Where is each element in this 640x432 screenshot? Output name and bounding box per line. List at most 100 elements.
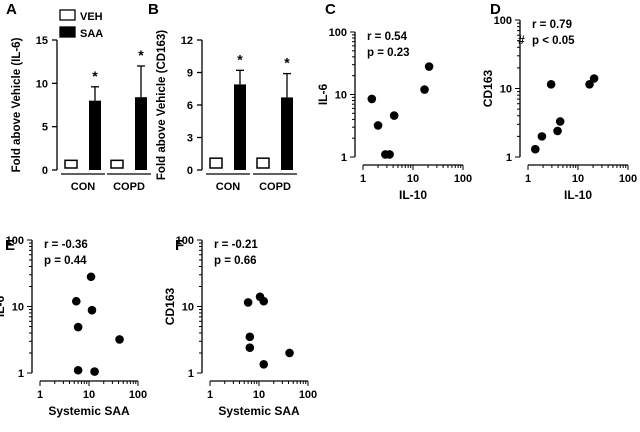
- panel-label-D: D: [490, 1, 501, 18]
- x-axis-label: IL-10: [399, 188, 427, 202]
- y-tick-label: 100: [494, 15, 512, 27]
- y-tick-label: 100: [176, 235, 194, 247]
- y-tick-label: 1: [188, 368, 194, 380]
- y-tick-label: 1: [506, 152, 512, 164]
- data-point: [420, 85, 429, 94]
- data-point: [589, 74, 599, 83]
- y-axis-label: IL-6: [316, 84, 330, 106]
- y-tick-label: 10: [335, 90, 347, 102]
- x-tick-label: 100: [129, 389, 147, 401]
- x-axis-label: IL-10: [564, 188, 592, 202]
- stat-p: p = 0.23: [367, 47, 410, 59]
- y-tick-label: 9: [187, 68, 193, 80]
- x-tick-label: CON: [216, 181, 241, 193]
- panel-E: E 1 10 100 1 10 100 Systemic SAA IL-6 r = -0.36 p …: [0, 235, 147, 418]
- x-tick-label: 1: [207, 389, 213, 401]
- data-point: [546, 80, 556, 89]
- bar-veh: [209, 157, 223, 169]
- x-axis-label: Systemic SAA: [48, 404, 130, 418]
- x-tick-label: COPD: [259, 181, 291, 193]
- data-point: [553, 126, 562, 136]
- y-tick-label: 5: [42, 122, 48, 134]
- panel-D: D 1 10 100 1 10 100 IL-10 CD163 r = 0.79 p < 0.05 #: [481, 1, 637, 202]
- y-tick-label: 10: [182, 302, 194, 314]
- data-point: [73, 322, 83, 332]
- panel-F: F 1 10 100 1 10 100 Systemic SAA CD163 r = -0.21 p…: [163, 235, 317, 418]
- panel-label-F: F: [175, 237, 184, 254]
- x-tick-label: 1: [360, 173, 366, 185]
- stat-r: r = -0.21: [214, 239, 258, 251]
- y-tick-label: 100: [6, 235, 24, 247]
- panel-label-E: E: [5, 237, 15, 254]
- data-point: [73, 365, 83, 375]
- data-point: [424, 62, 434, 71]
- x-tick-label: COPD: [113, 181, 145, 193]
- data-point: [385, 150, 394, 159]
- y-tick-label: 10: [12, 302, 24, 314]
- data-point: [71, 296, 81, 306]
- data-point: [285, 348, 294, 358]
- panel-B: B 0 3 6 9 12 CON * COPD * Fold above Vehicle (CD16…: [148, 1, 297, 193]
- data-point: [245, 343, 255, 353]
- y-tick-label: 1: [341, 152, 347, 164]
- x-tick-label: 10: [83, 389, 95, 401]
- x-tick-label: CON: [71, 181, 96, 193]
- bar-veh: [256, 157, 270, 169]
- x-tick-label: 100: [619, 173, 637, 185]
- stat-r: r = -0.36: [44, 239, 88, 251]
- panel-label-A: A: [6, 1, 17, 18]
- legend-label: SAA: [80, 28, 103, 40]
- data-point: [537, 132, 547, 141]
- panel-C: C 1 10 100 1 10 100 IL-10 IL-6 r = 0.54 p = 0.23: [316, 1, 472, 202]
- bar-saa: [89, 100, 101, 170]
- x-axis-label: Systemic SAA: [218, 404, 300, 418]
- x-tick-label: 10: [407, 173, 419, 185]
- y-tick-label: 10: [500, 84, 512, 96]
- panel-label-C: C: [325, 1, 336, 18]
- x-tick-label: 100: [299, 389, 317, 401]
- legend-swatch-veh: [59, 9, 76, 21]
- bar-saa: [281, 97, 293, 170]
- y-tick-label: 0: [187, 165, 193, 177]
- stat-p: p = 0.44: [44, 255, 87, 267]
- data-point: [259, 296, 269, 306]
- data-point: [555, 117, 565, 126]
- x-tick-label: 1: [525, 173, 531, 185]
- data-point: [585, 80, 594, 89]
- data-point: [87, 305, 97, 315]
- data-point: [245, 332, 255, 342]
- x-tick-label: 100: [454, 173, 472, 185]
- y-tick-label: 3: [187, 133, 193, 145]
- y-axis-label: Fold above Vehicle (IL-6): [11, 37, 23, 172]
- y-tick-label: 12: [181, 35, 193, 47]
- bar-saa: [234, 84, 246, 170]
- y-tick-label: 1: [18, 368, 24, 380]
- legend-swatch-saa: [59, 26, 76, 38]
- legend-label: VEH: [80, 11, 103, 23]
- significance-marker: *: [138, 47, 144, 63]
- data-point: [531, 144, 540, 154]
- stat-r: r = 0.79: [532, 19, 572, 31]
- data-point: [367, 94, 377, 104]
- stat-r: r = 0.54: [367, 31, 408, 43]
- significance-marker: #: [518, 33, 525, 47]
- data-point: [389, 111, 399, 120]
- y-tick-label: 0: [42, 165, 48, 177]
- x-tick-label: 1: [37, 389, 43, 401]
- data-point: [90, 367, 99, 376]
- significance-marker: *: [284, 55, 290, 71]
- significance-marker: *: [237, 51, 243, 67]
- bar-veh: [64, 159, 78, 169]
- data-point: [243, 298, 253, 307]
- y-tick-label: 15: [36, 35, 48, 47]
- y-axis-label: CD163: [481, 70, 495, 108]
- y-tick-label: 10: [36, 78, 48, 90]
- bar-saa: [135, 97, 147, 170]
- y-tick-label: 100: [329, 27, 347, 39]
- data-point: [373, 121, 383, 130]
- panel-label-B: B: [148, 1, 159, 18]
- y-axis-label: Fold above Vehicle (CD163): [156, 30, 168, 180]
- data-point: [86, 272, 96, 282]
- bar-veh: [110, 159, 124, 169]
